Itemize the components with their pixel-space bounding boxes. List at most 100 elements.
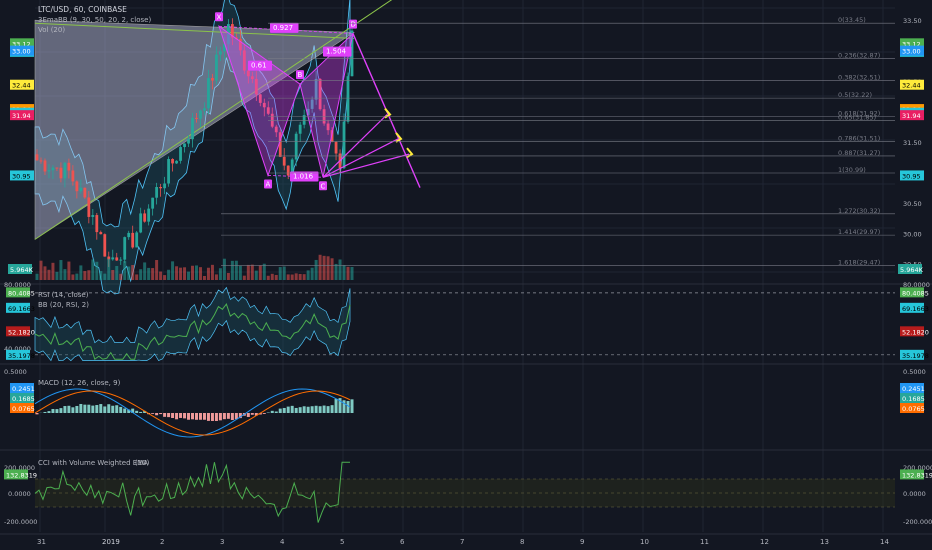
volume-bar-0 bbox=[35, 273, 39, 280]
macd-histogram-bar-77 bbox=[342, 400, 346, 413]
cci-axis-tick-left-1: 0.0000 bbox=[8, 490, 31, 498]
pattern-point-a: A bbox=[266, 180, 271, 188]
fib-label-1: 0.236(32.87) bbox=[838, 52, 880, 60]
candle-body-31 bbox=[159, 187, 163, 189]
price-axis-tick-6: 30.50 bbox=[903, 200, 922, 208]
volume-bar-78 bbox=[346, 266, 350, 280]
volume-bar-11 bbox=[79, 265, 83, 280]
macd-histogram-bar-17 bbox=[103, 406, 107, 413]
volume-bar-30 bbox=[155, 260, 159, 280]
volume-bar-28 bbox=[147, 267, 151, 280]
rsi-badge-right-0: 80.4085 bbox=[902, 289, 929, 297]
macd-badge-right-0: 0.2451 bbox=[902, 385, 925, 393]
candle-body-62 bbox=[282, 156, 286, 166]
volume-bar-29 bbox=[151, 268, 155, 280]
price-badge-right-3-bg bbox=[900, 79, 924, 90]
macd-histogram-bar-66 bbox=[298, 407, 302, 413]
harmonic-bcd bbox=[299, 32, 354, 178]
volume-bar-13 bbox=[87, 270, 91, 280]
candle-body-16 bbox=[99, 232, 103, 235]
macd-histogram-bar-41 bbox=[198, 413, 202, 420]
pattern-ratio-0-bg bbox=[248, 60, 272, 71]
macd-histogram-bar-27 bbox=[143, 410, 147, 413]
macd-title: MACD (12, 26, close, 9) bbox=[38, 379, 121, 387]
macd-histogram-bar-55 bbox=[254, 413, 258, 416]
macd-histogram-bar-25 bbox=[135, 410, 139, 413]
volume-bar-7 bbox=[63, 269, 67, 280]
fib-label-0: 0(33.45) bbox=[838, 16, 866, 24]
fib-label-11: 1.618(29.47) bbox=[838, 259, 880, 267]
macd-histogram-bar-4 bbox=[51, 408, 55, 413]
macd-histogram-bar-30 bbox=[155, 413, 159, 416]
volume-badge-right: 5.964K bbox=[900, 266, 924, 274]
volume-bar-41 bbox=[198, 267, 202, 280]
macd-histogram-bar-62 bbox=[282, 407, 286, 413]
candle-body-60 bbox=[274, 126, 278, 133]
volume-bar-56 bbox=[258, 265, 262, 280]
candle-body-56 bbox=[258, 94, 262, 103]
candle-body-34 bbox=[171, 159, 174, 164]
volume-bar-71 bbox=[318, 254, 322, 280]
volume-badge-left: 5.964K bbox=[10, 266, 34, 274]
time-axis-tick-10: 10 bbox=[640, 538, 649, 546]
macd-histogram-bar-0 bbox=[35, 413, 39, 415]
volume-bar-67 bbox=[302, 274, 306, 280]
rsi-badge-right-1: 69.1663 bbox=[902, 305, 929, 313]
time-axis-tick-2: 2 bbox=[160, 538, 164, 546]
cci-axis-tick-left-2: -200.0000 bbox=[4, 518, 37, 526]
triangle-pattern bbox=[34, 19, 355, 240]
volume-bar-14 bbox=[91, 259, 95, 280]
price-badge-left-3-bg bbox=[10, 79, 34, 90]
pattern-ratio-3: 1.016 bbox=[293, 172, 314, 180]
volume-bar-44 bbox=[210, 264, 214, 280]
rsi-badge-right-1-bg bbox=[900, 302, 924, 313]
macd-histogram-bar-39 bbox=[191, 413, 194, 420]
candle-body-78 bbox=[346, 76, 350, 122]
volume-bar-27 bbox=[143, 262, 147, 280]
candle-body-27 bbox=[143, 213, 147, 222]
candle-body-33 bbox=[167, 159, 170, 184]
time-axis-tick-9: 9 bbox=[580, 538, 584, 546]
rsi-badge-left-2-bg bbox=[6, 326, 30, 337]
macd-histogram-bar-20 bbox=[115, 405, 119, 413]
macd-histogram-bar-24 bbox=[131, 408, 135, 413]
macd-histogram-bar-76 bbox=[338, 398, 342, 413]
macd-histogram-bar-71 bbox=[318, 406, 322, 413]
price-badge-left-3: 32.44 bbox=[12, 82, 31, 90]
macd-histogram-bar-73 bbox=[326, 406, 330, 413]
candle-body-66 bbox=[298, 124, 302, 134]
macd-histogram-bar-44 bbox=[210, 413, 214, 421]
fib-label-3: 0.5(32.22) bbox=[838, 91, 872, 99]
price-badge-right-6: 31.94 bbox=[902, 112, 921, 120]
volume-bar-37 bbox=[183, 267, 187, 280]
volume-bar-55 bbox=[254, 270, 258, 280]
time-axis-tick-3: 3 bbox=[220, 538, 224, 546]
candle-body-54 bbox=[250, 76, 254, 80]
time-axis-tick-13: 13 bbox=[820, 538, 829, 546]
volume-bar-15 bbox=[95, 261, 99, 280]
candle-body-52 bbox=[242, 50, 246, 71]
price-axis-tick-7: 30.00 bbox=[903, 230, 922, 238]
macd-badge-left-2-bg bbox=[10, 403, 34, 413]
macd-histogram-bar-53 bbox=[246, 413, 250, 417]
candle-body-5 bbox=[55, 167, 59, 169]
candle-body-30 bbox=[155, 187, 159, 198]
volume-bar-32 bbox=[163, 275, 167, 280]
candle-body-58 bbox=[266, 107, 270, 114]
volume-bar-64 bbox=[290, 274, 294, 280]
target-fan-2 bbox=[322, 153, 410, 178]
macd-badge-right-0-bg bbox=[900, 383, 924, 393]
volume-bar-12 bbox=[83, 271, 87, 280]
macd-histogram-bar-26 bbox=[139, 411, 143, 413]
volume-bar-22 bbox=[123, 261, 127, 280]
pattern-point-c: C bbox=[321, 182, 326, 190]
volume-bar-31 bbox=[159, 271, 163, 280]
volume-bar-4 bbox=[51, 262, 55, 280]
candle-body-48 bbox=[226, 24, 230, 45]
macd-histogram-bar-35 bbox=[175, 413, 179, 420]
volume-bar-16 bbox=[99, 271, 103, 280]
macd-histogram-bar-72 bbox=[322, 405, 326, 413]
volume-bar-3 bbox=[47, 269, 51, 280]
macd-histogram-bar-6 bbox=[59, 408, 63, 413]
